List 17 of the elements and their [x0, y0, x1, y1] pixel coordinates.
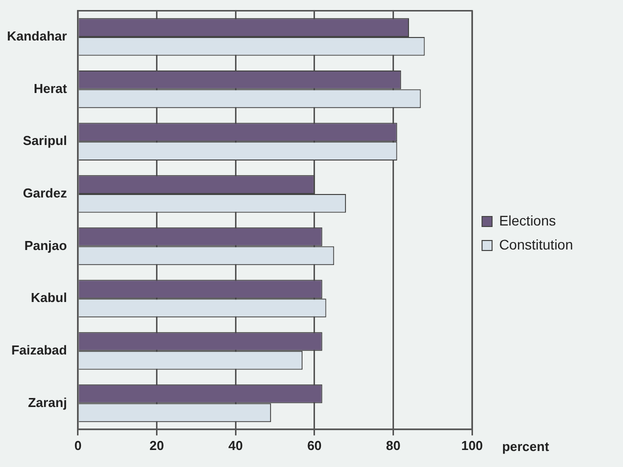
- x-tick-label: 100: [461, 438, 483, 453]
- legend-label: Constitution: [499, 236, 574, 252]
- y-tick-label: Herat: [34, 80, 68, 96]
- x-tick-label: 80: [386, 438, 400, 453]
- y-tick-label: Panjao: [24, 238, 68, 253]
- x-tick-label: 0: [74, 438, 82, 453]
- x-tick-label: 40: [228, 438, 243, 453]
- y-tick-label: Kandahar: [6, 28, 67, 44]
- x-tick-label: 60: [307, 438, 322, 453]
- y-tick-label: Faizabad: [11, 342, 68, 358]
- y-tick-label: Kabul: [30, 290, 67, 306]
- y-tick-label: Zaranj: [28, 394, 67, 410]
- y-tick-label: Gardez: [22, 186, 68, 201]
- x-tick-label: 20: [150, 438, 164, 453]
- legend-label: Elections: [499, 212, 556, 228]
- x-axis-title: percent: [502, 438, 550, 454]
- y-tick-label: Saripul: [22, 133, 67, 148]
